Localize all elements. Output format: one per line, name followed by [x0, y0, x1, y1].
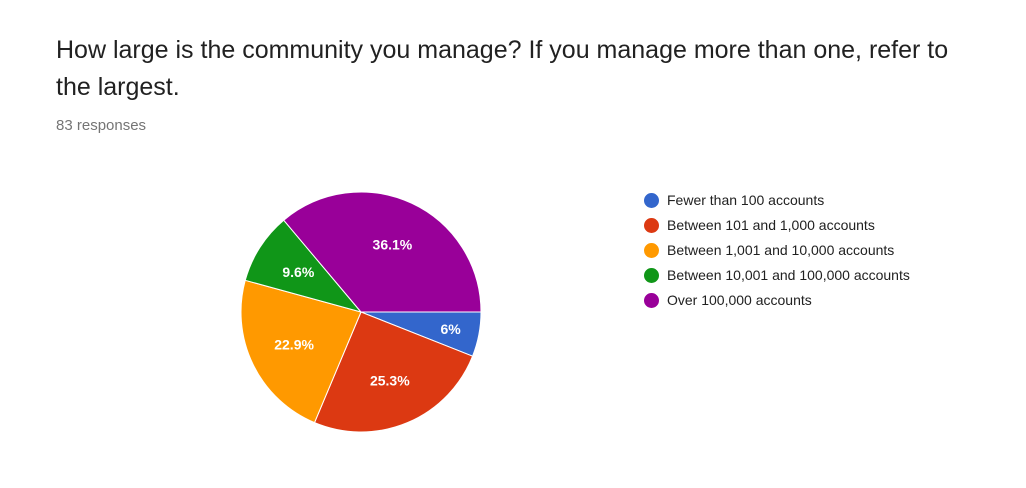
legend-item-0: Fewer than 100 accounts — [644, 190, 944, 210]
pie-slice-2 — [240, 279, 362, 424]
pie-slice-label-4: 36.1% — [373, 237, 413, 253]
legend-swatch-0 — [644, 193, 659, 208]
response-count: 83 responses — [56, 117, 147, 134]
legend-item-2: Between 1,001 and 10,000 accounts — [644, 240, 944, 260]
legend-label-2: Between 1,001 and 10,000 accounts — [667, 242, 895, 258]
legend-label-1: Between 101 and 1,000 accounts — [667, 217, 875, 233]
legend-item-4: Over 100,000 accounts — [644, 290, 944, 310]
legend-swatch-1 — [644, 218, 659, 233]
legend-item-1: Between 101 and 1,000 accounts — [644, 215, 944, 235]
pie-slice-label-3: 9.6% — [282, 264, 314, 280]
chart-legend: Fewer than 100 accounts Between 101 and 1… — [644, 190, 944, 315]
legend-item-3: Between 10,001 and 100,000 accounts — [644, 265, 944, 285]
pie-slice-4 — [283, 191, 482, 313]
pie-slice-labels: 6% 25.3% 22.9% 9.6% 36.1% — [274, 237, 461, 389]
pie-slice-1 — [313, 311, 474, 433]
legend-label-4: Over 100,000 accounts — [667, 292, 812, 308]
question-title: How large is the community you manage? I… — [56, 36, 949, 101]
legend-label-0: Fewer than 100 accounts — [667, 192, 825, 208]
pie-slice-label-1: 25.3% — [370, 373, 410, 389]
pie-slice-label-0: 6% — [440, 321, 461, 337]
legend-swatch-3 — [644, 268, 659, 283]
legend-label-3: Between 10,001 and 100,000 accounts — [667, 267, 910, 283]
pie-slice-label-2: 22.9% — [274, 337, 314, 353]
legend-swatch-2 — [644, 243, 659, 258]
pie-slices — [240, 191, 482, 433]
legend-swatch-4 — [644, 293, 659, 308]
